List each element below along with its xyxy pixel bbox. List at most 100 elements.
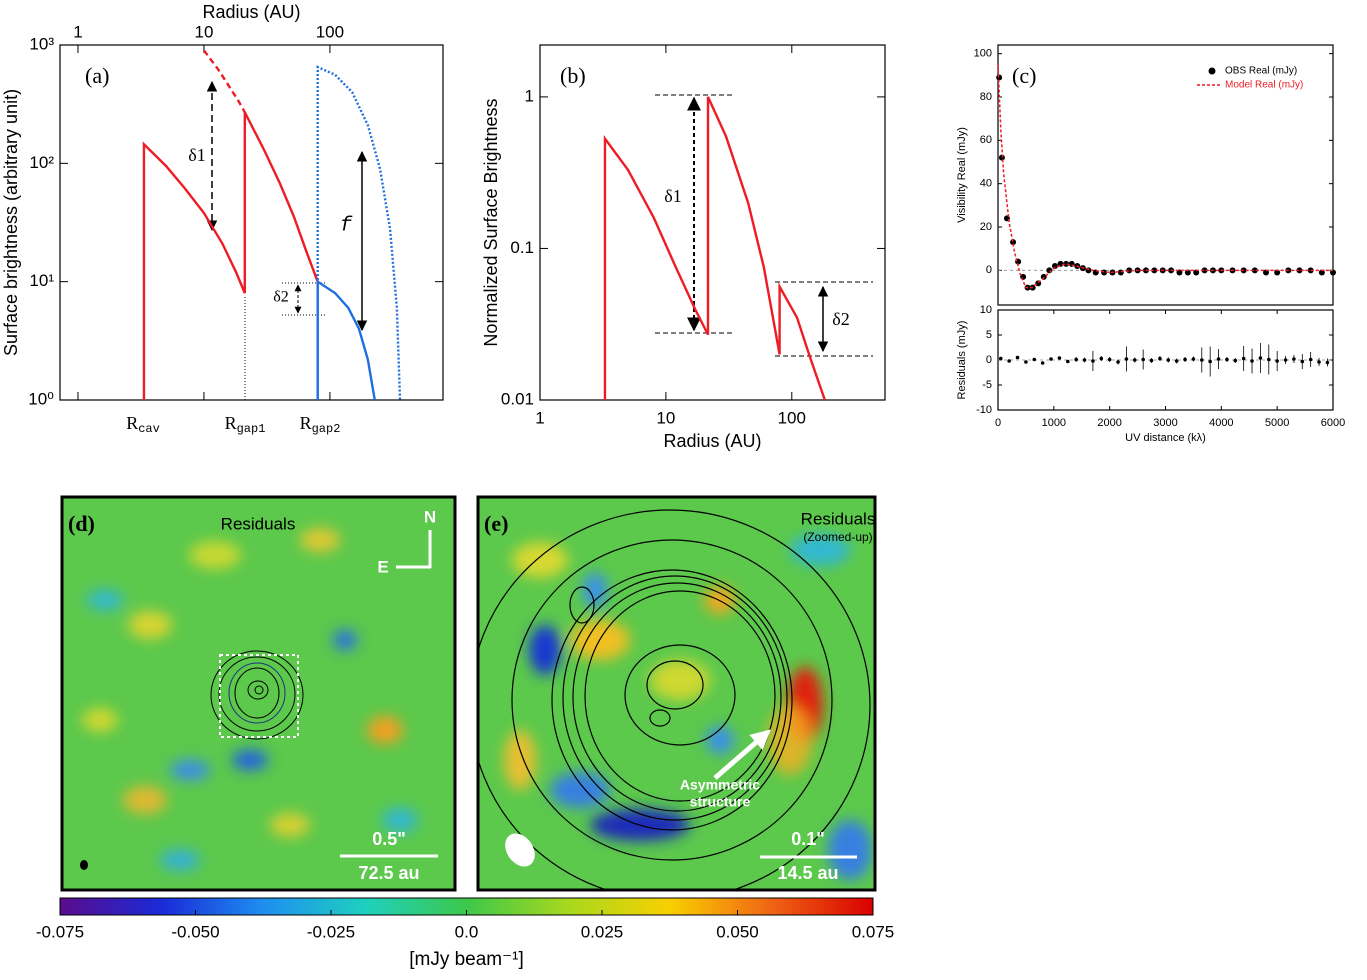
map-blobs xyxy=(82,528,418,870)
colorbar-tick-label: -0.025 xyxy=(307,922,355,941)
blob xyxy=(790,534,850,566)
data-point xyxy=(1057,356,1062,360)
blob xyxy=(87,590,123,610)
y-tick-label: 0 xyxy=(986,354,992,366)
zoom-box xyxy=(219,654,299,738)
blob xyxy=(128,611,172,639)
compass-label: E xyxy=(377,557,388,576)
y-tick-label: -5 xyxy=(982,379,992,391)
data-point xyxy=(1199,358,1204,362)
colorbar-tick-label: -0.050 xyxy=(171,922,219,941)
y-tick-label: 0.1 xyxy=(510,238,534,257)
residual-map xyxy=(62,497,455,890)
contour xyxy=(247,680,269,700)
data-point xyxy=(1091,359,1095,363)
data-point xyxy=(1040,361,1045,365)
y-axis-label: Surface brightness (arbitrary unit) xyxy=(1,89,21,356)
data-point xyxy=(1191,357,1196,361)
panel-c-annotations: (c) xyxy=(1012,63,1036,88)
data-point xyxy=(1158,356,1162,361)
data-point xyxy=(1051,263,1058,269)
data-point xyxy=(1174,359,1179,363)
y-tick-label: 0.01 xyxy=(501,389,534,408)
x-tick-label: 0 xyxy=(995,417,1001,429)
blob xyxy=(650,660,710,700)
data-point xyxy=(1151,267,1158,274)
data-point xyxy=(1283,358,1288,362)
data-line xyxy=(142,111,319,400)
contour xyxy=(649,709,671,727)
data-point xyxy=(1241,356,1246,361)
data-point xyxy=(1116,360,1120,364)
data-point xyxy=(1250,359,1254,363)
annotation: δ1 xyxy=(664,186,681,206)
panel-label: (d) xyxy=(68,511,95,536)
y-tick-label: 10 xyxy=(980,304,992,316)
blob xyxy=(367,716,403,744)
data-point xyxy=(1082,358,1087,362)
radius-label-main: R xyxy=(300,413,312,433)
blob xyxy=(232,750,268,770)
data-point xyxy=(1107,357,1112,362)
y-tick-label: 40 xyxy=(980,178,992,190)
panel-b-annotations: (b) δ1 δ2 xyxy=(560,63,873,357)
x-tick-label: 10 xyxy=(656,408,675,427)
plot-frame xyxy=(997,44,1334,306)
y-tick-label: 60 xyxy=(980,134,992,146)
y-tick-label: 10³ xyxy=(29,34,54,53)
scale-label: 72.5 au xyxy=(358,863,419,883)
y-tick-label: 80 xyxy=(980,91,992,103)
colorbar-tick-label: 0.050 xyxy=(716,922,759,941)
blob xyxy=(529,625,561,675)
data-point xyxy=(1307,267,1314,274)
map-title: Residuals xyxy=(221,514,296,533)
data-point xyxy=(1057,260,1064,267)
data-point xyxy=(1183,357,1187,362)
blob xyxy=(189,541,241,569)
data-point xyxy=(1015,355,1020,360)
blob xyxy=(512,542,568,578)
x-tick-label: 5000 xyxy=(1265,417,1289,429)
data-point xyxy=(1065,359,1070,364)
blob xyxy=(270,813,310,837)
data-point xyxy=(1225,357,1229,362)
zoom-map xyxy=(478,497,875,890)
radius-label-sub: gap1 xyxy=(237,422,266,436)
annotation-arrow xyxy=(713,729,772,780)
data-line xyxy=(603,96,826,401)
contour xyxy=(562,575,788,821)
blob xyxy=(583,572,607,608)
data-point xyxy=(1308,357,1313,362)
x-axis-label: UV distance (kλ) xyxy=(1125,432,1206,444)
annotation: structure xyxy=(690,794,751,810)
radius-label-main: R xyxy=(225,413,237,433)
y-tick-label: 100 xyxy=(974,48,992,60)
contour xyxy=(228,662,286,724)
contours xyxy=(210,650,304,740)
data-point xyxy=(1024,360,1028,364)
compass-label: N xyxy=(424,507,436,526)
radius-label: Rgap2 xyxy=(300,413,341,436)
map-title: Residuals xyxy=(801,509,876,528)
data-point xyxy=(1208,359,1212,364)
y-tick-label: 5 xyxy=(986,329,992,341)
data-point xyxy=(1251,267,1258,274)
annotation: δ1 xyxy=(188,145,205,165)
contour xyxy=(210,650,304,740)
plot-frame xyxy=(59,44,444,401)
data-point xyxy=(1201,267,1208,274)
radius-label-main: R xyxy=(126,413,138,433)
scale-label: 14.5 au xyxy=(777,863,838,883)
data-point xyxy=(1141,357,1145,362)
panel-label: (c) xyxy=(1012,63,1036,88)
data-line xyxy=(316,65,402,401)
contour xyxy=(218,656,296,732)
contour xyxy=(511,539,833,861)
data-point xyxy=(1300,359,1305,364)
data-point xyxy=(996,74,1003,81)
data-point xyxy=(1317,360,1321,364)
x-tick-label: 100 xyxy=(316,22,344,41)
beam xyxy=(80,860,88,870)
y-tick-label: 10¹ xyxy=(29,271,54,290)
